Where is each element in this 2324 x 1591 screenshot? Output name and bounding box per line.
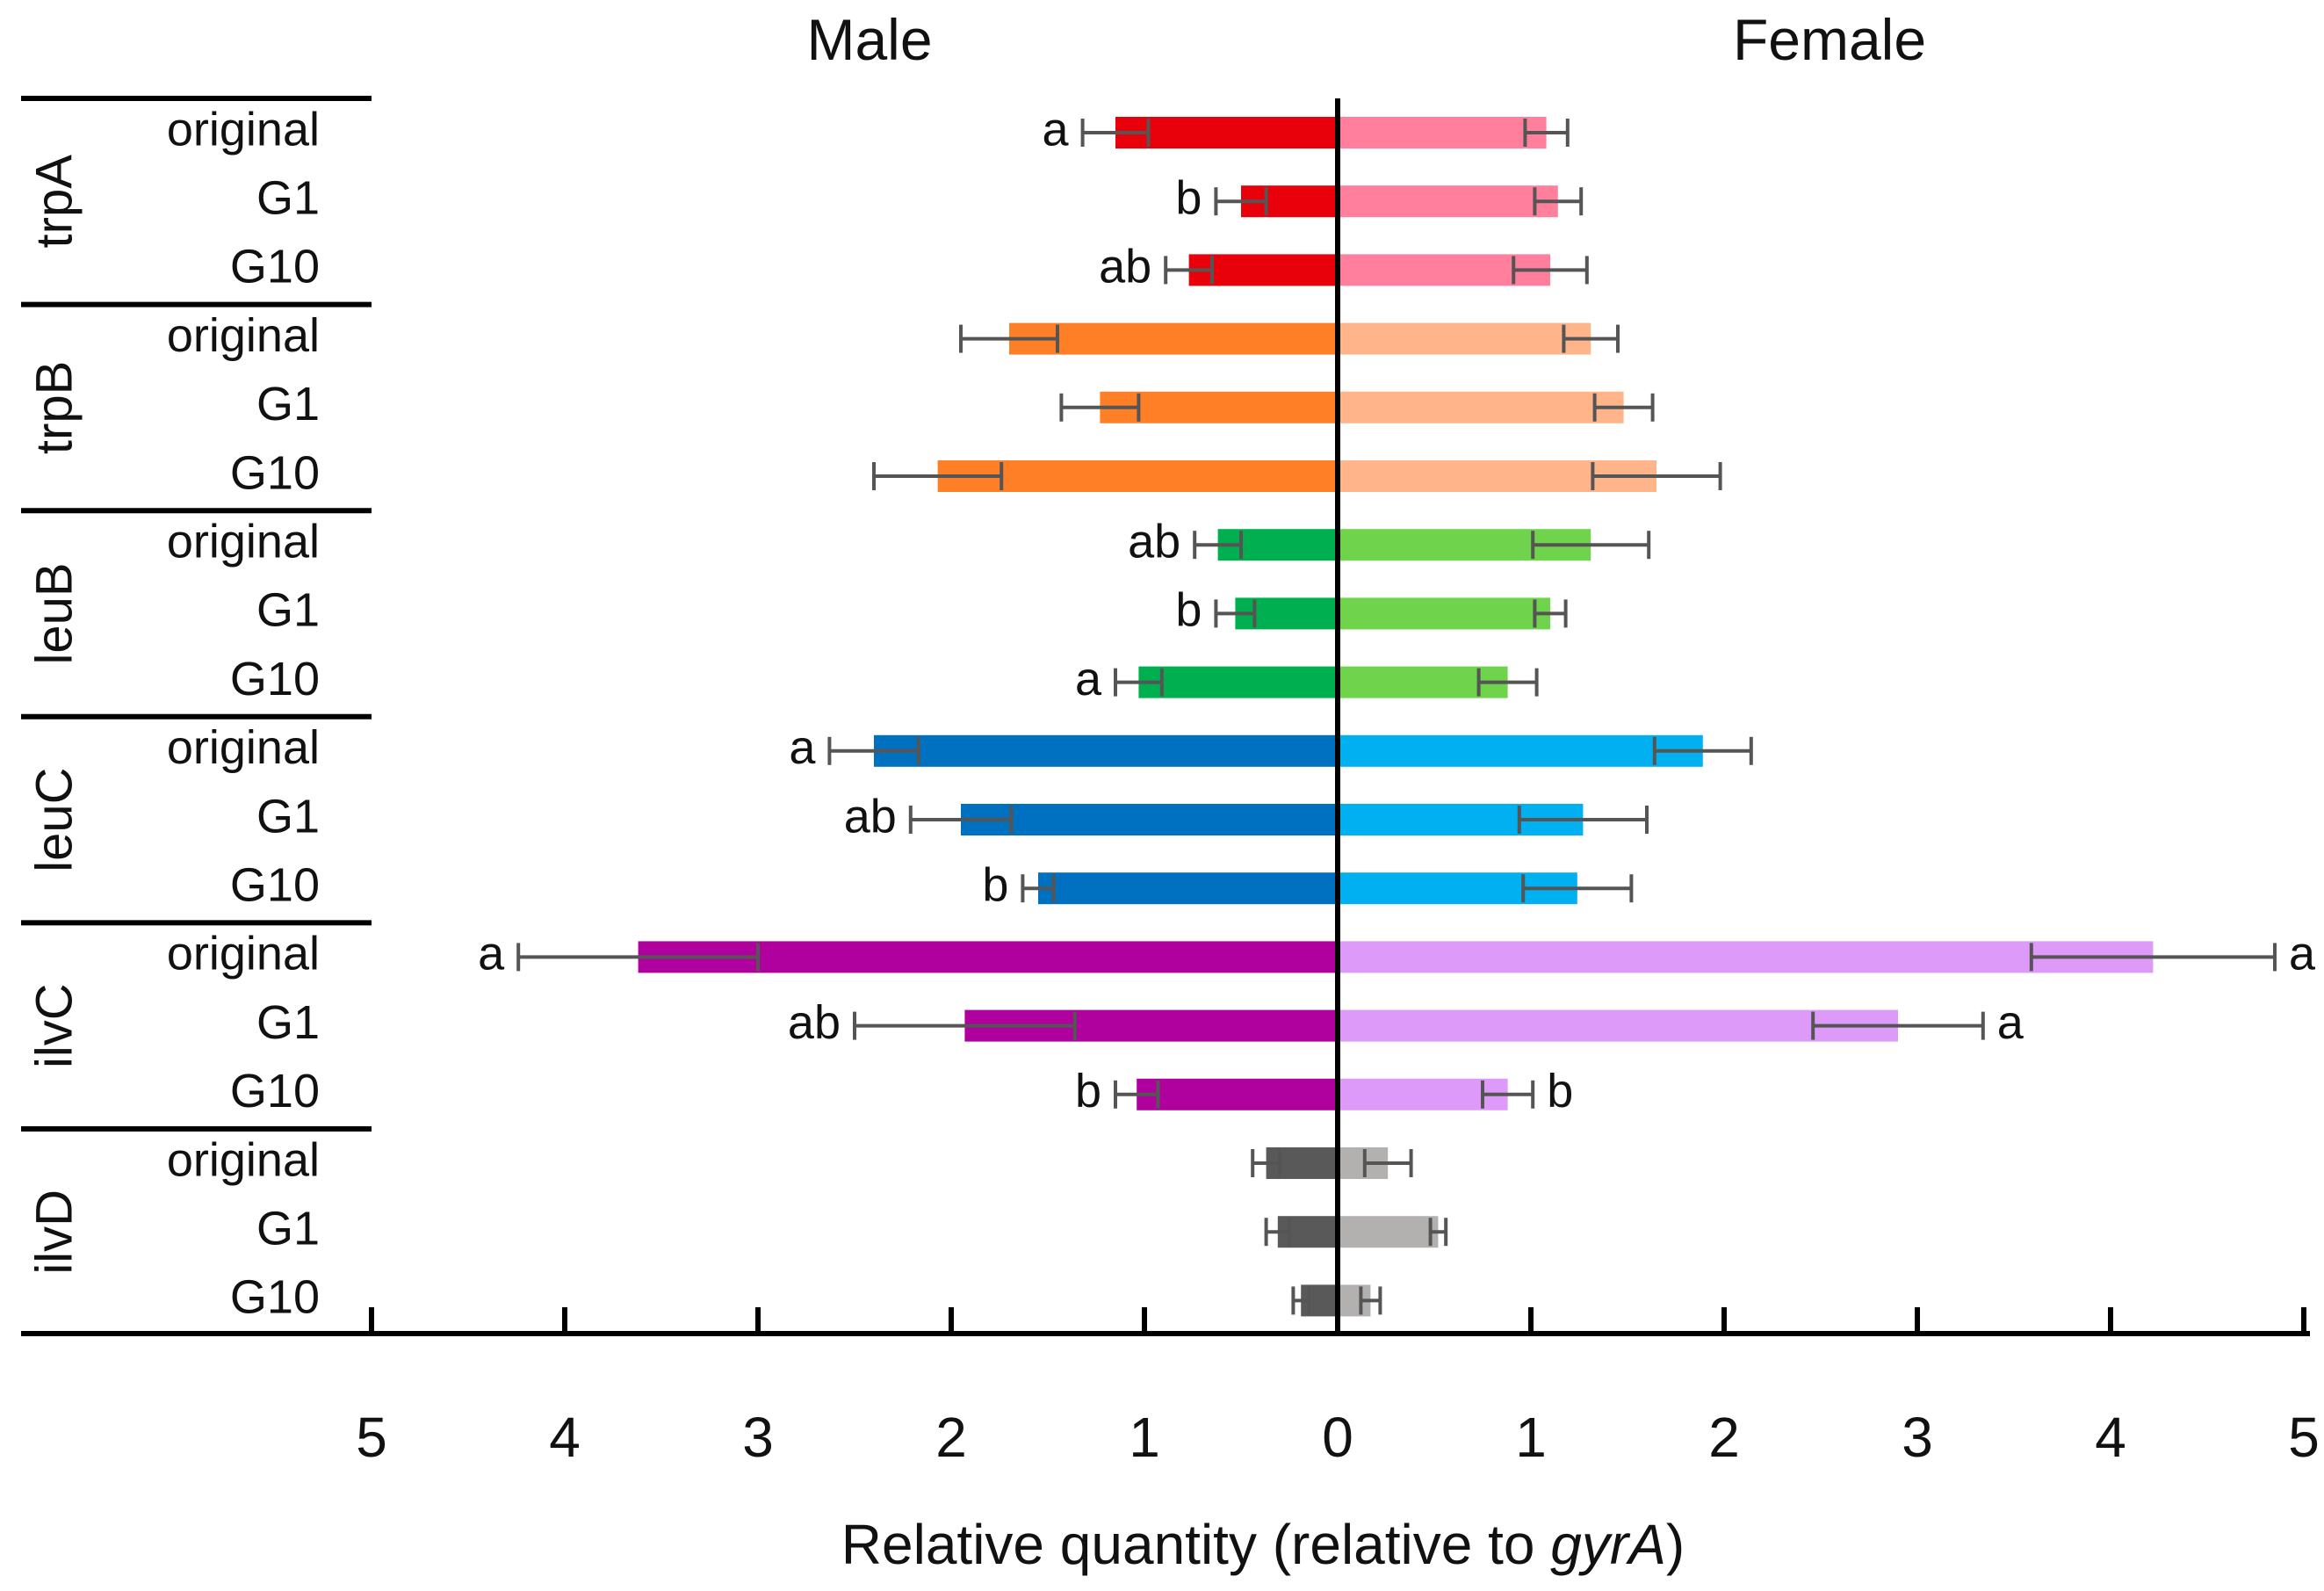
- row-label: G1: [256, 378, 320, 430]
- female-bar: [1338, 1009, 1898, 1042]
- x-tick-label: 1: [1515, 1406, 1547, 1469]
- female-bar: [1338, 322, 1591, 355]
- x-axis-label-suffix: ): [1666, 1513, 1685, 1576]
- row-label: G1: [256, 1202, 320, 1255]
- male-bar: [1115, 117, 1338, 148]
- female-title: Female: [1733, 7, 1926, 72]
- male-significance-letter: a: [478, 928, 505, 980]
- x-tick-label: 4: [2095, 1406, 2126, 1469]
- x-tick-label: 3: [742, 1406, 774, 1469]
- male-significance-letter: a: [1043, 103, 1070, 155]
- row-label: G10: [230, 1065, 320, 1117]
- male-bar: [1137, 1078, 1338, 1110]
- female-bar: [1338, 597, 1550, 630]
- axis-layer: 5 4 3 2 1 0 1 2 3 4 5: [21, 96, 2320, 1469]
- bars-layer: [516, 117, 2277, 1317]
- x-tick-label: 5: [356, 1406, 387, 1469]
- male-significance-letter: b: [1175, 584, 1202, 637]
- row-label: G1: [256, 171, 320, 224]
- male-significance-letter: ab: [1099, 241, 1151, 293]
- female-significance-letter: a: [2289, 928, 2316, 980]
- row-label: original: [167, 721, 320, 774]
- male-title: Male: [806, 7, 932, 72]
- row-label: G10: [230, 241, 320, 293]
- male-significance-letter: a: [1075, 653, 1102, 705]
- row-label: G1: [256, 790, 320, 843]
- row-label: G10: [230, 653, 320, 705]
- female-bar: [1338, 1078, 1508, 1110]
- group-label: leuB: [25, 562, 83, 664]
- row-label: original: [167, 309, 320, 362]
- male-bar: [961, 804, 1338, 835]
- female-bar: [1338, 734, 1703, 767]
- row-label: G1: [256, 996, 320, 1049]
- male-significance-letter: a: [789, 721, 816, 774]
- row-label: original: [167, 1133, 320, 1186]
- x-tick-label: 1: [1129, 1406, 1160, 1469]
- male-bar: [1038, 872, 1338, 905]
- x-tick-label: 2: [1708, 1406, 1740, 1469]
- female-bar: [1338, 1216, 1439, 1248]
- male-significance-letter: b: [1175, 171, 1202, 224]
- row-label: original: [167, 515, 320, 568]
- row-label: original: [167, 928, 320, 980]
- female-bar: [1338, 391, 1624, 423]
- male-bar: [1009, 322, 1338, 355]
- group-label: ilvD: [25, 1190, 83, 1275]
- x-axis-label: Relative quantity (relative to gyrA): [841, 1513, 1685, 1576]
- female-bar: [1338, 117, 1547, 148]
- female-significance-letter: b: [1547, 1065, 1573, 1117]
- male-bar: [874, 734, 1338, 767]
- x-axis-label-gene: gyrA: [1550, 1513, 1666, 1576]
- male-significance-letter: b: [1075, 1065, 1101, 1117]
- row-label: G10: [230, 446, 320, 499]
- x-tick-label: 4: [549, 1406, 581, 1469]
- x-axis-label-prefix: Relative quantity (relative to: [841, 1513, 1551, 1576]
- group-label: trpA: [25, 155, 83, 249]
- row-label: G10: [230, 858, 320, 911]
- x-tick-label: 3: [1902, 1406, 1933, 1469]
- male-significance-letter: ab: [788, 996, 841, 1049]
- row-label: G1: [256, 584, 320, 637]
- row-label: original: [167, 103, 320, 155]
- row-label: G10: [230, 1271, 320, 1324]
- group-label: leuC: [25, 767, 83, 871]
- x-tick-label: 5: [2288, 1406, 2320, 1469]
- female-bar: [1338, 185, 1558, 218]
- female-bar: [1338, 941, 2154, 973]
- male-significance-letter: b: [982, 858, 1008, 911]
- male-bar: [1138, 666, 1338, 698]
- female-significance-letter: a: [1997, 996, 2024, 1049]
- x-tick-label: 0: [1322, 1406, 1353, 1469]
- x-tick-label: 2: [935, 1406, 967, 1469]
- group-label: trpB: [25, 361, 83, 454]
- group-label: ilvC: [25, 983, 83, 1068]
- male-bar: [937, 460, 1338, 492]
- male-significance-letter: ab: [844, 790, 897, 843]
- male-significance-letter: ab: [1128, 515, 1180, 568]
